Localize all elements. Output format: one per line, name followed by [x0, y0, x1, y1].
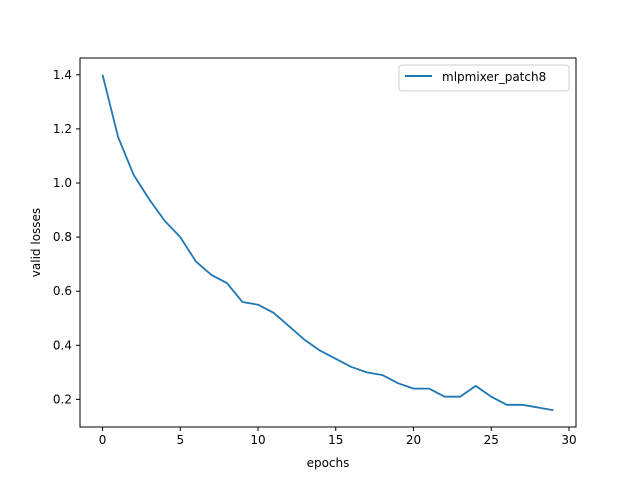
legend-label: mlpmixer_patch8	[442, 70, 546, 84]
ticks: 0 5 10 15 20 25 30 0.2 0.4 0.6 0.8 1.0 1.2 1.4	[53, 68, 577, 447]
y-tick-label: 0.2	[53, 392, 72, 406]
series-line	[101, 74, 554, 412]
x-tick-label: 10	[250, 433, 265, 447]
y-tick-label: 1.2	[53, 122, 72, 136]
x-tick-label: 15	[328, 433, 343, 447]
axes-frame	[79, 57, 577, 428]
y-axis-label: valid losses	[29, 208, 43, 277]
legend: mlpmixer_patch8	[398, 64, 570, 92]
x-tick-label: 20	[406, 433, 421, 447]
x-tick-label: 30	[561, 433, 576, 447]
x-tick-label: 5	[176, 433, 184, 447]
plot-area	[101, 74, 554, 412]
y-tick-label: 0.6	[53, 284, 72, 298]
x-axis-label: epochs	[307, 456, 350, 470]
y-tick-label: 1.0	[53, 176, 72, 190]
legend-box	[398, 64, 570, 92]
y-tick-label: 0.4	[53, 338, 72, 352]
x-tick-label: 0	[99, 433, 107, 447]
x-tick-label: 25	[484, 433, 499, 447]
y-tick-label: 0.8	[53, 230, 72, 244]
y-tick-label: 1.4	[53, 68, 72, 82]
